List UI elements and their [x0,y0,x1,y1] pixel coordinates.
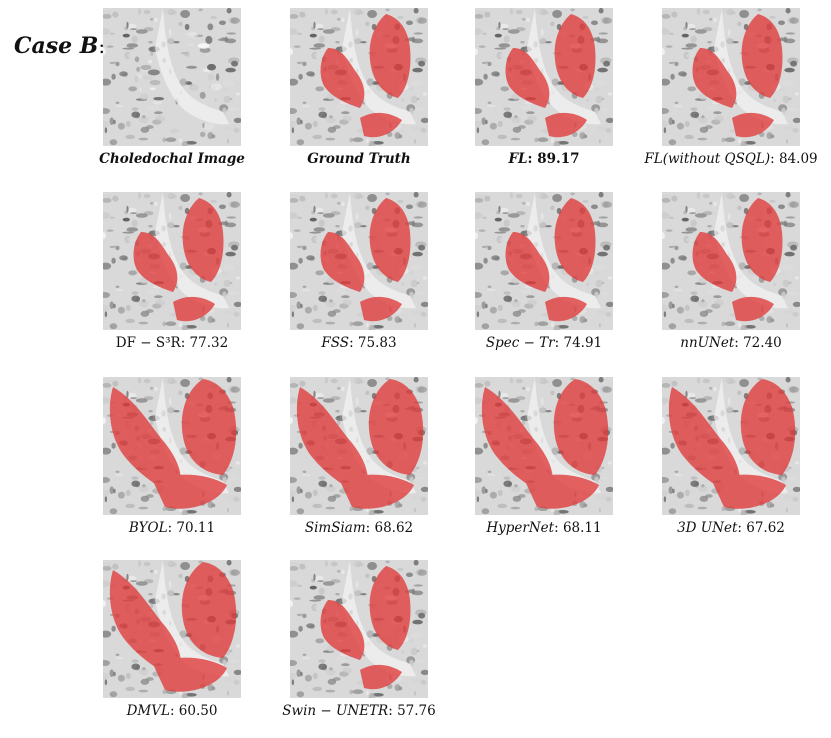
caption-score: 68.11 [562,520,602,536]
segmentation-image [662,8,800,146]
case-label-text: Case B [14,33,99,59]
panel-caption: DMVL: 60.50 [77,703,267,719]
caption-separator: : [554,335,564,351]
segmentation-image [290,560,428,698]
panel-caption: DF − S³R: 77.32 [77,335,267,351]
segmentation-image [103,8,241,146]
caption-score: 72.40 [743,335,782,351]
panel-caption: Swin − UNETR: 57.76 [264,703,454,719]
caption-score: 74.91 [563,335,603,351]
caption-method: nnUNet [680,335,735,351]
caption-score: 77.32 [189,335,229,351]
caption-separator: : [734,335,744,351]
caption-separator: : [737,520,747,536]
caption-score: 67.62 [746,520,785,536]
panel-caption: FL(without QSQL): 84.09 [636,151,826,167]
segmentation-image [103,192,241,330]
caption-method: FL(without QSQL) [644,151,771,167]
caption-separator: : [770,151,779,167]
segmentation-image [662,377,800,515]
caption-separator: : [180,335,190,351]
caption-method: Swin − UNETR [282,703,389,719]
caption-score: 60.50 [178,703,218,719]
segmentation-image [290,192,428,330]
panel-caption: Ground Truth [264,151,454,167]
caption-score: 89.17 [537,151,580,167]
caption-score: 84.09 [778,151,818,167]
caption-method: 3D UNet [677,520,738,536]
caption-method: FL [508,151,528,167]
caption-method: Ground Truth [307,151,411,167]
caption-separator: : [365,520,375,536]
caption-method: DMVL [126,703,170,719]
segmentation-image [103,377,241,515]
case-label-colon: : [98,34,106,58]
caption-method: Spec − Tr [485,335,555,351]
caption-method: SimSiam [304,520,366,536]
caption-method: Choledochal Image [99,151,245,167]
segmentation-image [475,192,613,330]
caption-method: HyperNet [486,520,555,536]
segmentation-image [475,8,613,146]
caption-separator: : [388,703,398,719]
panel-caption: 3D UNet: 67.62 [636,520,826,536]
panel-caption: FSS: 75.83 [264,335,454,351]
segmentation-image [290,377,428,515]
segmentation-image [290,8,428,146]
caption-separator: : [349,335,358,351]
segmentation-image [662,192,800,330]
panel-caption: FL: 89.17 [449,151,639,167]
caption-method: DF − S³R [115,335,181,351]
panel-caption: Choledochal Image [77,151,267,167]
case-label: Case B: [14,33,105,59]
panel-caption: nnUNet: 72.40 [636,335,826,351]
caption-score: 75.83 [357,335,397,351]
caption-separator: : [554,520,563,536]
caption-separator: : [527,151,538,167]
caption-separator: : [169,703,179,719]
caption-score: 70.11 [176,520,216,536]
segmentation-image [103,560,241,698]
panel-caption: Spec − Tr: 74.91 [449,335,639,351]
caption-method: BYOL [128,520,168,536]
caption-method: FSS [321,335,350,351]
panel-caption: HyperNet: 68.11 [449,520,639,536]
caption-score: 68.62 [374,520,414,536]
panel-caption: SimSiam: 68.62 [264,520,454,536]
segmentation-image [475,377,613,515]
caption-separator: : [167,520,177,536]
caption-score: 57.76 [397,703,436,719]
panel-caption: BYOL: 70.11 [77,520,267,536]
